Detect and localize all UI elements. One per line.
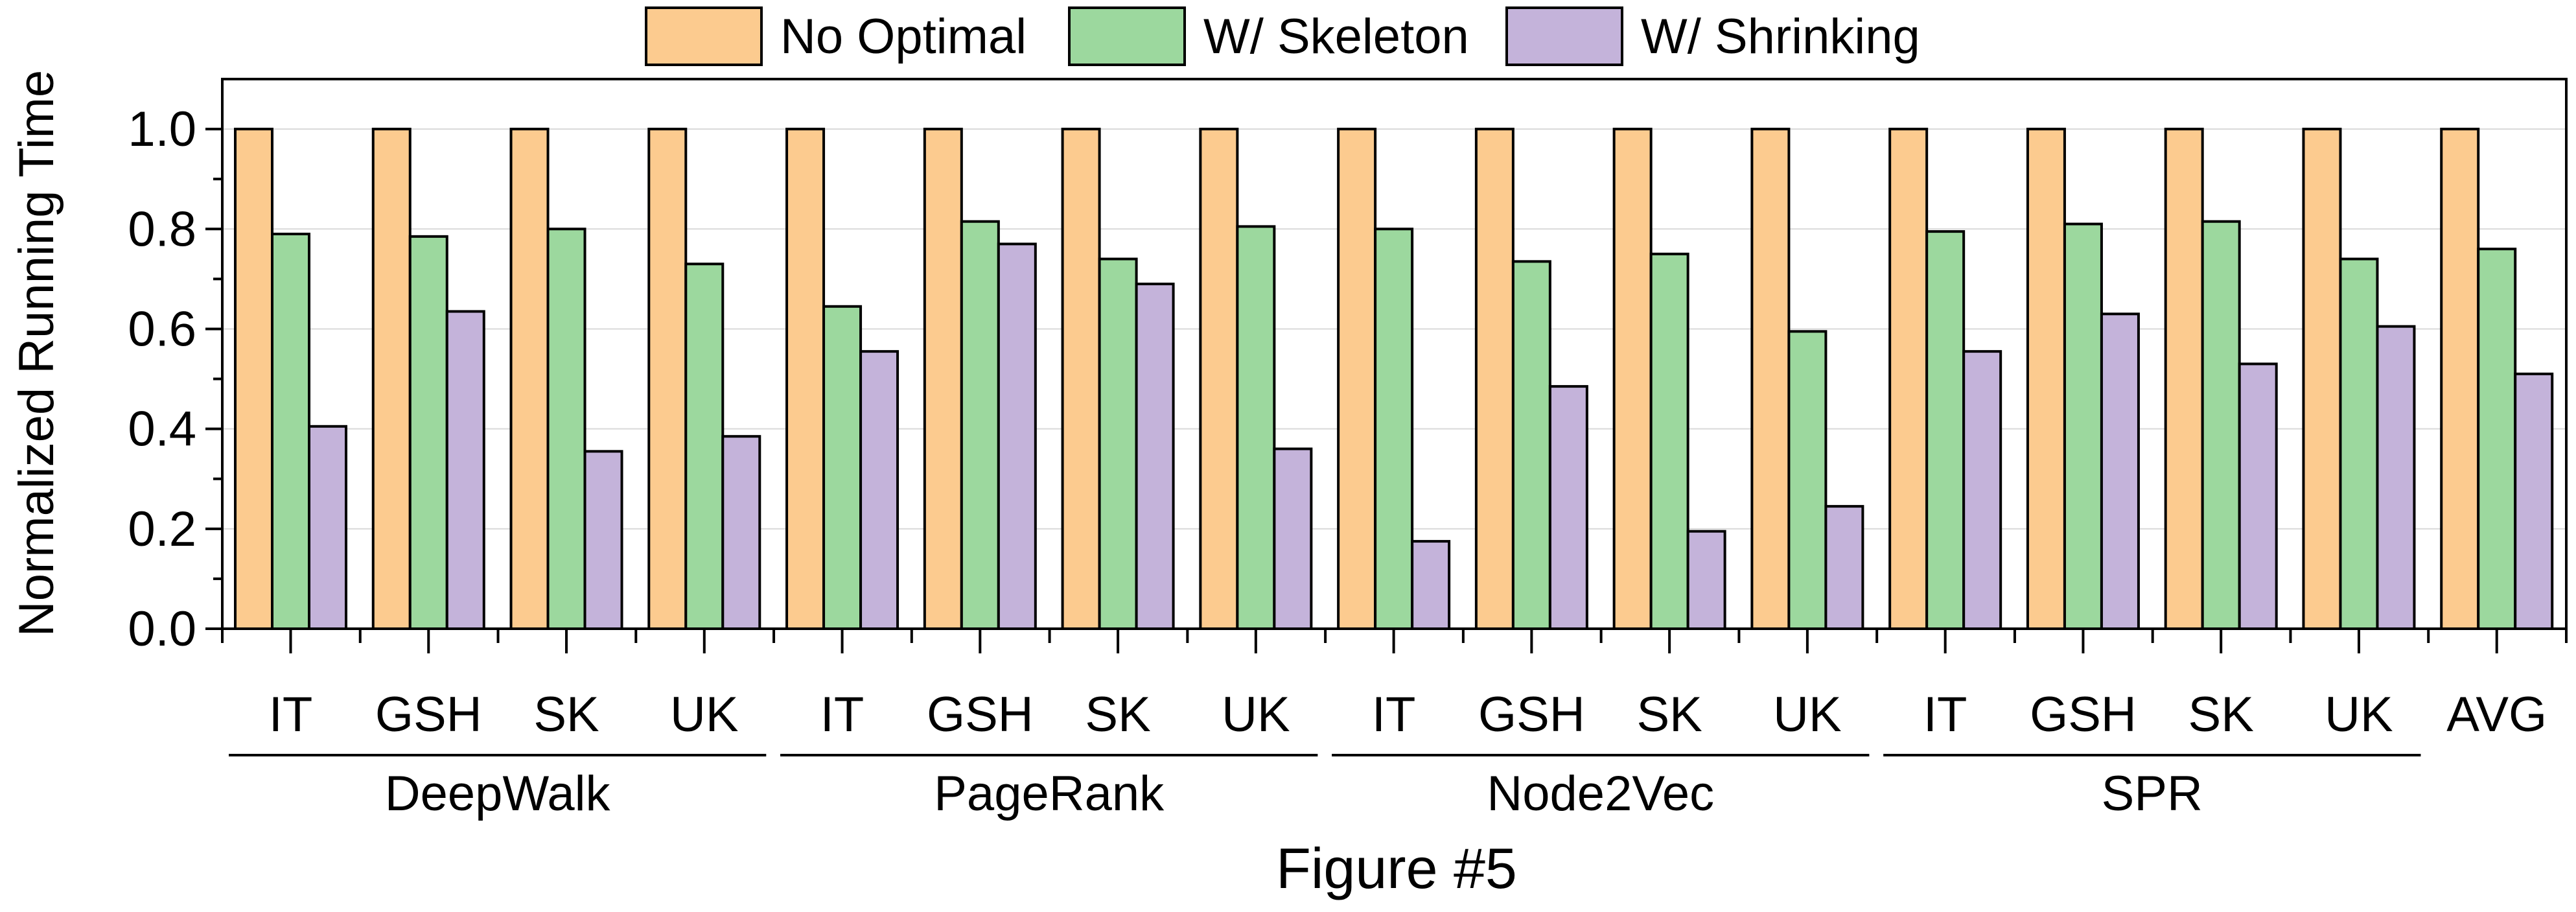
bar (1236, 225, 1276, 631)
bar (1925, 230, 1966, 630)
legend: No Optimal W/ Skeleton W/ Shrinking (645, 6, 1920, 66)
x-tick-label: IT (820, 687, 864, 742)
bar (1061, 128, 1101, 631)
bar (1824, 505, 1864, 630)
bar (234, 128, 273, 631)
bar (822, 305, 863, 630)
x-tick-label: SK (1636, 687, 1702, 742)
bar (647, 128, 688, 631)
bar (1962, 350, 2002, 630)
bar (2063, 222, 2103, 630)
group-label: SPR (2102, 766, 2203, 821)
bar (271, 232, 310, 630)
bar (546, 228, 586, 631)
bar (371, 128, 412, 631)
bar (583, 450, 623, 630)
bar (1273, 447, 1313, 630)
bar (1612, 128, 1653, 631)
bar (1649, 252, 1689, 630)
x-tick-label: UK (1773, 687, 1842, 742)
bar (1686, 530, 1726, 630)
x-tick-label: UK (670, 687, 739, 742)
x-tick-label: GSH (927, 687, 1034, 742)
bar (2302, 128, 2342, 631)
bar (509, 128, 550, 631)
bar (1787, 330, 1828, 630)
x-tick-label: GSH (375, 687, 482, 742)
y-tick-label: 1.0 (128, 102, 196, 157)
y-axis-title: Normalized Running Time (9, 70, 64, 637)
x-tick-label: GSH (2030, 687, 2137, 742)
bar (1199, 128, 1239, 631)
bar (2026, 128, 2066, 631)
figure-caption: Figure #5 (1276, 836, 1517, 900)
bar (1337, 128, 1377, 631)
bar (1411, 540, 1451, 630)
x-tick-label: UK (2325, 687, 2393, 742)
bar (2376, 325, 2416, 630)
bar (1888, 128, 1929, 631)
legend-label: No Optimal (780, 9, 1027, 64)
bar (1548, 385, 1588, 630)
bar (2339, 257, 2379, 630)
bar (1511, 260, 1551, 630)
bar (923, 128, 963, 631)
bar (2100, 312, 2140, 630)
bar (785, 128, 826, 631)
x-tick-label: IT (1372, 687, 1416, 742)
group-label: Node2Vec (1487, 766, 1714, 821)
y-tick-label: 0.6 (128, 301, 196, 357)
bars (234, 128, 2554, 631)
y-tick-label: 0.4 (128, 402, 196, 457)
bar (408, 235, 448, 630)
x-tick-label: AVG (2446, 687, 2547, 742)
bar (445, 310, 485, 630)
x-tick-label: IT (269, 687, 313, 742)
x-tick-label: SK (2188, 687, 2254, 742)
bar (1750, 128, 1791, 631)
bar (684, 263, 725, 630)
bar (859, 350, 899, 630)
legend-swatch (645, 6, 763, 66)
x-tick-label: IT (1923, 687, 1967, 742)
x-tick-label: SK (1085, 687, 1150, 742)
bar (1474, 128, 1514, 631)
bar (1098, 257, 1138, 630)
y-tick-label: 0.8 (128, 202, 196, 257)
bar (308, 425, 347, 630)
legend-label: W/ Shrinking (1641, 9, 1920, 64)
group-label: DeepWalk (385, 766, 611, 821)
bar (2238, 362, 2278, 630)
group-label: PageRank (934, 766, 1165, 821)
bar (2201, 220, 2241, 630)
y-tick-label: 0.0 (128, 602, 196, 657)
bar (2164, 128, 2204, 631)
bar (2440, 128, 2480, 631)
legend-swatch (1505, 6, 1623, 66)
bar (2514, 372, 2554, 630)
bar (1135, 283, 1175, 630)
y-tick-label: 0.2 (128, 502, 196, 557)
bar (1374, 228, 1414, 631)
legend-swatch (1068, 6, 1186, 66)
x-tick-label: GSH (1478, 687, 1585, 742)
bar (960, 220, 1000, 630)
axes: 0.0 0.2 0.4 0.6 0.8 1.0 IT GSH SK UK IT GSH SK UK IT GS… (128, 78, 2568, 821)
legend-label: W/ Skeleton (1203, 9, 1469, 64)
x-tick-label: SK (533, 687, 599, 742)
bar (997, 242, 1037, 630)
x-tick-label: UK (1222, 687, 1290, 742)
bar (2477, 248, 2517, 631)
bar (721, 435, 761, 630)
